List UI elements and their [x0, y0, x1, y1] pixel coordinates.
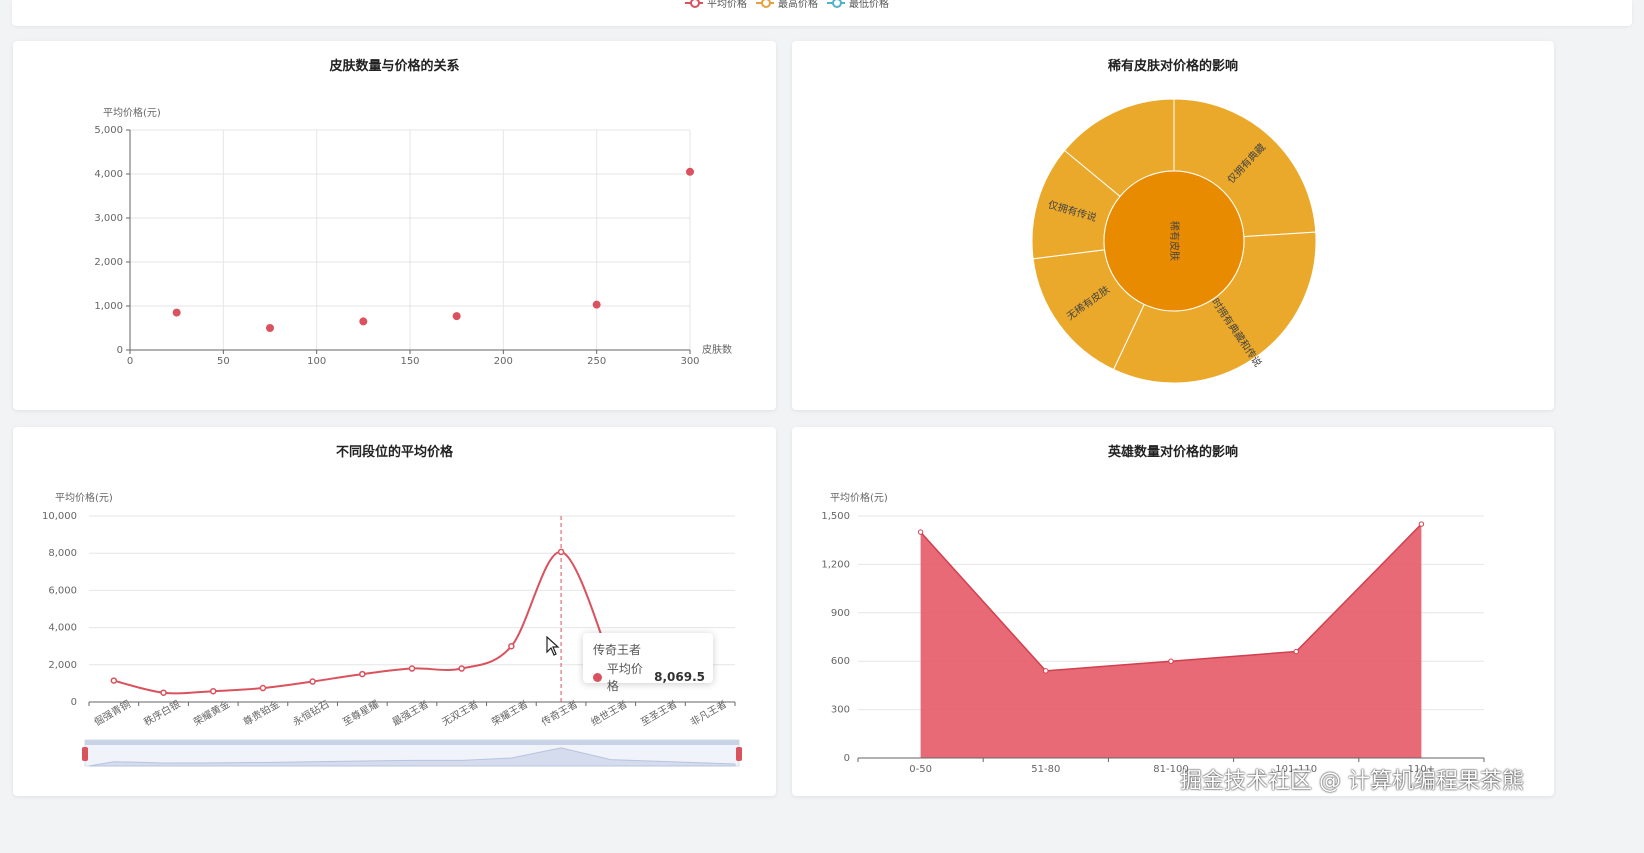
line-point	[458, 665, 465, 672]
scatter-point	[172, 308, 181, 317]
x-tick-label: 最强王者	[390, 698, 431, 728]
x-tick-label: 50	[217, 356, 230, 367]
area-fill	[920, 524, 1422, 758]
scatter-point	[359, 317, 368, 326]
x-tick-label: 100	[307, 356, 326, 367]
x-tick-label: 101-110	[1275, 764, 1317, 775]
scatter-title: 皮肤数量与价格的关系	[329, 59, 460, 74]
line-point	[408, 665, 416, 672]
y-tick-label: 1,000	[94, 301, 123, 312]
x-tick-label: 200	[494, 356, 513, 367]
y-tick-label: 6,000	[48, 585, 77, 596]
x-tick-label: 0	[127, 356, 133, 367]
line-point	[209, 687, 217, 695]
top-legend[interactable]: 平均价格 最高价格 最低价格	[12, 0, 1632, 10]
x-tick-label: 0-50	[909, 764, 932, 775]
area-point	[917, 529, 924, 535]
area-title: 英雄数量对价格的影响	[1107, 445, 1238, 460]
y-axis-label: 平均价格(元)	[830, 491, 888, 504]
line-chart[interactable]: 02,0004,0006,0008,00010,000倔强青铜 秩序白银 荣耀黄金尊…	[13, 427, 776, 796]
series-line	[113, 550, 612, 695]
tooltip-series: 平均价格	[606, 662, 643, 693]
line-point	[508, 642, 515, 650]
line-point	[110, 677, 118, 684]
y-tick-label: 10,000	[42, 511, 77, 522]
line-point	[557, 548, 565, 556]
zoom-slider-handle-right[interactable]	[736, 747, 742, 761]
sunburst-title: 稀有皮肤对价格的影响	[1107, 59, 1238, 74]
legend-swatch-icon	[685, 0, 703, 8]
scatter-point	[266, 324, 274, 332]
area-point	[1043, 668, 1049, 674]
x-tick-label: 81-100	[1153, 764, 1188, 775]
line-tooltip: 传奇王者 平均价格 8,069.5	[583, 633, 713, 693]
x-tick-label: 300	[680, 356, 699, 367]
sunburst-inner-segment	[1103, 170, 1245, 312]
tooltip-value: 8,069.5	[654, 670, 705, 684]
scatter-card: 皮肤数量与价格的关系 0 50 100 150 200 250 300 0 1,000 2,000…	[13, 41, 776, 410]
area-card: 英雄数量对价格的影响 0 300 600 900 1,200 1,500 平均价格(元) 0-…	[792, 427, 1554, 796]
y-tick-label: 1,200	[821, 559, 850, 570]
y-axis-label: 平均价格(元)	[103, 106, 161, 119]
legend-label: 最低价格	[849, 0, 889, 10]
tooltip-title: 传奇王者	[593, 643, 642, 657]
scatter-chart[interactable]: 0 50 100 150 200 250 300 0 1,000 2,000 3,000 4,000 5…	[13, 41, 776, 410]
x-tick-label: 110+	[1408, 764, 1435, 775]
x-tick-label: 至圣王者	[639, 698, 680, 728]
zoom-slider-selection-bar	[85, 740, 739, 745]
tooltip-row: 平均价格 8,069.5	[593, 660, 705, 694]
top-card-strip: 平均价格 最高价格 最低价格	[12, 0, 1632, 26]
x-axis-label: 皮肤数	[702, 343, 732, 356]
y-tick-label: 2,000	[48, 660, 77, 671]
sunburst-card: 稀有皮肤对价格的影响 仅拥有典藏 同时拥有典藏和传说 无稀有皮肤 仅拥有传说 稀有皮肤	[792, 41, 1554, 410]
legend-item[interactable]: 最高价格	[756, 0, 818, 10]
y-tick-label: 4,000	[94, 169, 123, 180]
y-tick-label: 900	[831, 608, 850, 619]
line-point	[359, 670, 366, 678]
scatter-point	[592, 300, 601, 309]
line-title: 不同段位的平均价格	[335, 445, 453, 460]
area-chart[interactable]: 0 300 600 900 1,200 1,500 平均价格(元) 0-50 51-80 81-1…	[792, 427, 1554, 796]
legend-swatch-icon	[756, 0, 774, 8]
legend-item[interactable]: 最低价格	[827, 0, 889, 10]
line-point	[309, 678, 316, 685]
area-point	[1418, 521, 1425, 527]
area-point	[1168, 658, 1174, 664]
y-tick-label: 600	[831, 656, 850, 667]
y-tick-label: 300	[831, 705, 850, 716]
y-tick-label: 0	[844, 753, 850, 764]
y-tick-label: 3,000	[94, 213, 123, 224]
y-tick-label: 5,000	[94, 125, 123, 136]
x-tick-label: 无双王者	[440, 698, 481, 728]
legend-label: 平均价格	[707, 0, 747, 10]
x-tick-label: 荣耀王者	[490, 698, 531, 728]
legend-item[interactable]: 平均价格	[685, 0, 747, 10]
mouse-cursor-icon	[546, 636, 560, 656]
y-tick-label: 8,000	[48, 548, 77, 559]
y-tick-label: 2,000	[94, 257, 123, 268]
x-tick-label: 非凡王者	[688, 698, 729, 728]
watermark: 掘金技术社区 @ 计算机编程果茶熊	[1180, 769, 1524, 794]
tooltip-dot	[593, 672, 602, 682]
y-tick-label: 0	[117, 345, 123, 356]
line-point	[259, 684, 267, 692]
area-point	[1293, 648, 1299, 655]
y-tick-label: 1,500	[821, 511, 850, 522]
zoom-slider-handle-left[interactable]	[82, 747, 88, 761]
legend-swatch-icon	[827, 0, 845, 8]
y-tick-label: 0	[71, 697, 77, 708]
scatter-point	[686, 167, 694, 176]
x-tick-label: 250	[587, 356, 606, 367]
x-tick-label: 150	[400, 356, 419, 367]
line-point	[160, 689, 167, 696]
zoom-slider-preview	[88, 747, 736, 767]
y-tick-label: 4,000	[48, 623, 77, 634]
legend-label: 最高价格	[778, 0, 818, 10]
sunburst-inner-label: 稀有皮肤	[1168, 221, 1181, 261]
scatter-point	[452, 312, 461, 321]
y-axis-label: 平均价格(元)	[55, 491, 113, 504]
line-card: 不同段位的平均价格 0 2,000 4,000 6,000 8,000 10,000 倔强青…	[13, 427, 776, 796]
x-tick-label: 51-80	[1031, 764, 1060, 775]
